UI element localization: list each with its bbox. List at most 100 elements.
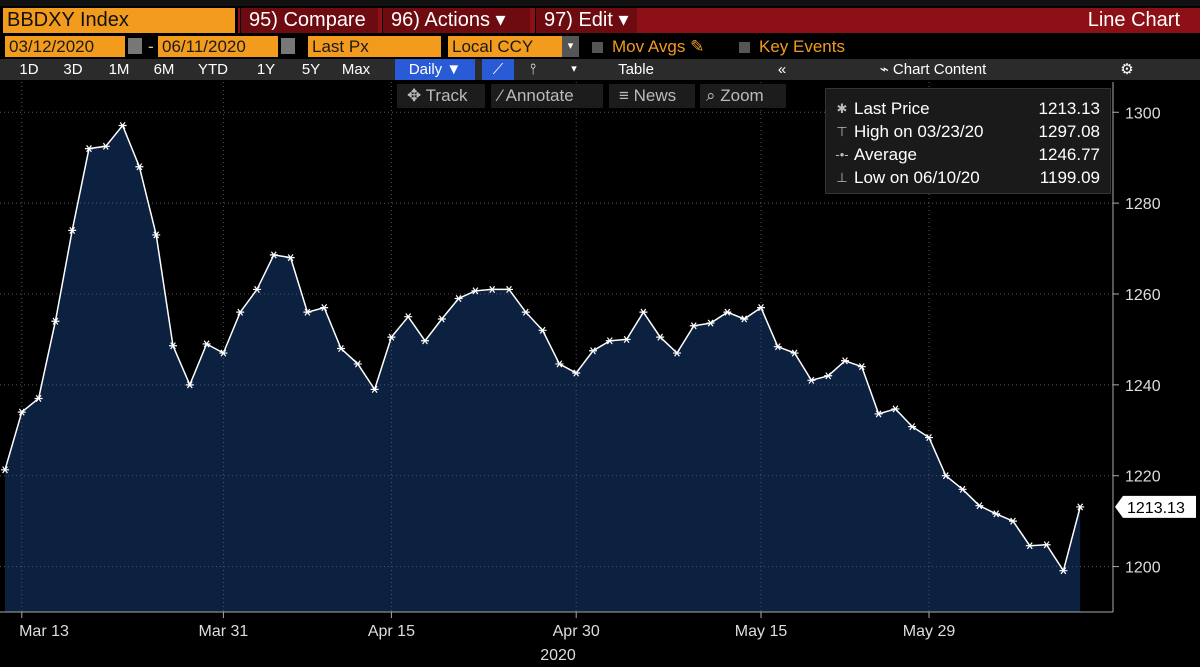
y-tick-label: 1300 <box>1125 105 1161 122</box>
point-marker <box>958 485 967 493</box>
point-marker <box>639 308 648 316</box>
y-tick-label: 1260 <box>1125 287 1161 304</box>
point-marker <box>421 337 429 345</box>
range-button[interactable]: 1Y <box>256 61 276 78</box>
frequency-select[interactable]: Daily ▼ <box>395 59 475 80</box>
view-title: Line Chart <box>1087 9 1180 31</box>
point-marker <box>85 145 93 153</box>
calendar-icon[interactable] <box>128 38 142 54</box>
point-marker <box>253 285 261 293</box>
bar-type-button[interactable]: ⫯ <box>529 61 537 78</box>
table-button[interactable]: Table <box>618 61 654 78</box>
point-marker <box>941 472 950 480</box>
point-marker <box>1009 517 1017 525</box>
point-marker <box>1059 567 1068 575</box>
compare-button[interactable]: 95) Compare <box>240 8 378 33</box>
range-button[interactable]: 5Y <box>301 61 321 78</box>
chart-content-button[interactable]: ⌁ Chart Content <box>879 61 987 78</box>
point-marker <box>673 349 681 357</box>
annotate-tool[interactable]: ⁄ Annotate <box>491 84 603 108</box>
point-marker <box>1025 542 1034 550</box>
legend-symbol: ⊤ <box>836 124 848 139</box>
range-button[interactable]: 6M <box>153 61 175 78</box>
point-marker <box>1076 503 1085 511</box>
key-events-option[interactable]: Key Events <box>739 36 845 57</box>
point-marker <box>51 317 60 325</box>
point-marker <box>605 337 614 345</box>
point-marker <box>723 308 732 316</box>
point-marker <box>269 251 278 259</box>
legend-symbol: ✱ <box>836 101 848 116</box>
start-date[interactable]: 03/12/2020 <box>5 36 125 57</box>
top-strip <box>0 0 1200 6</box>
point-marker <box>790 349 799 357</box>
edit-button[interactable]: 97) Edit ▾ <box>535 8 637 33</box>
last-price-tag <box>1115 495 1196 518</box>
point-marker <box>841 357 849 365</box>
toolbar <box>0 59 1200 80</box>
point-marker <box>488 285 497 293</box>
point-marker <box>538 326 547 334</box>
legend-value: 1297.08 <box>1038 122 1100 141</box>
security-field[interactable]: BBDXY Index <box>3 8 235 33</box>
point-marker <box>286 254 295 262</box>
actions-label: 96) Actions <box>391 9 490 31</box>
point-marker <box>505 285 513 293</box>
point-marker <box>891 405 900 413</box>
y-tick-label: 1280 <box>1125 196 1161 213</box>
legend-entry: High on 03/23/20 <box>854 122 984 141</box>
chart-type-button[interactable]: ⟋ <box>482 59 514 80</box>
field-select[interactable]: Last Px <box>308 36 441 57</box>
dash: - <box>148 37 154 56</box>
legend-symbol: -•- <box>835 147 849 162</box>
point-marker <box>370 385 379 393</box>
point-marker <box>824 372 833 380</box>
edit-label: 97) Edit <box>544 9 613 31</box>
dropdown-arrow[interactable]: ▾ <box>562 36 579 57</box>
point-marker <box>773 343 782 351</box>
point-marker <box>437 315 446 323</box>
x-tick-label: May 29 <box>903 623 956 640</box>
x-tick-label: Mar 31 <box>199 623 249 640</box>
range-button[interactable]: 1M <box>108 61 130 78</box>
range-button[interactable]: YTD <box>198 61 228 78</box>
point-marker <box>337 344 345 353</box>
mov-avgs-label: Mov Avgs <box>612 37 686 56</box>
currency-select[interactable]: Local CCY <box>448 36 562 57</box>
key-events-label: Key Events <box>759 37 845 56</box>
end-date[interactable]: 06/11/2020 <box>158 36 278 57</box>
legend-entry: Last Price <box>854 99 930 118</box>
point-marker <box>185 381 194 389</box>
y-tick-label: 1200 <box>1125 560 1161 577</box>
collapse-button[interactable]: « <box>777 61 787 78</box>
range-button[interactable]: 3D <box>63 61 83 78</box>
mov-avgs-option[interactable]: Mov Avgs ✎ <box>592 36 704 57</box>
point-marker <box>404 313 413 321</box>
point-marker <box>101 142 110 150</box>
track-label: Track <box>425 86 468 105</box>
actions-button[interactable]: 96) Actions ▾ <box>382 8 530 33</box>
range-button[interactable]: 1D <box>19 61 39 78</box>
news-tool[interactable]: ≡ News <box>609 84 695 108</box>
range-button[interactable]: Max <box>341 61 371 78</box>
calendar-icon[interactable] <box>281 38 295 54</box>
point-marker <box>1 466 9 474</box>
x-tick-label: Apr 30 <box>553 623 600 640</box>
point-marker <box>975 502 984 510</box>
point-marker <box>857 363 866 371</box>
zoom-tool[interactable]: ⌕ Zoom <box>700 84 786 108</box>
point-marker <box>303 308 312 316</box>
point-marker <box>689 322 698 330</box>
last-price-label: 1213.13 <box>1127 500 1185 517</box>
point-marker <box>555 360 564 368</box>
x-axis-label: 2020 <box>540 647 576 664</box>
point-marker <box>202 340 211 348</box>
x-tick-label: May 15 <box>735 623 788 640</box>
news-label: News <box>633 86 677 105</box>
point-marker <box>135 163 144 171</box>
track-tool[interactable]: ✥ Track <box>397 84 485 108</box>
type-dropdown[interactable]: ▾ <box>571 63 577 75</box>
point-marker <box>706 319 715 327</box>
settings-button[interactable]: ⚙ <box>1120 61 1134 78</box>
